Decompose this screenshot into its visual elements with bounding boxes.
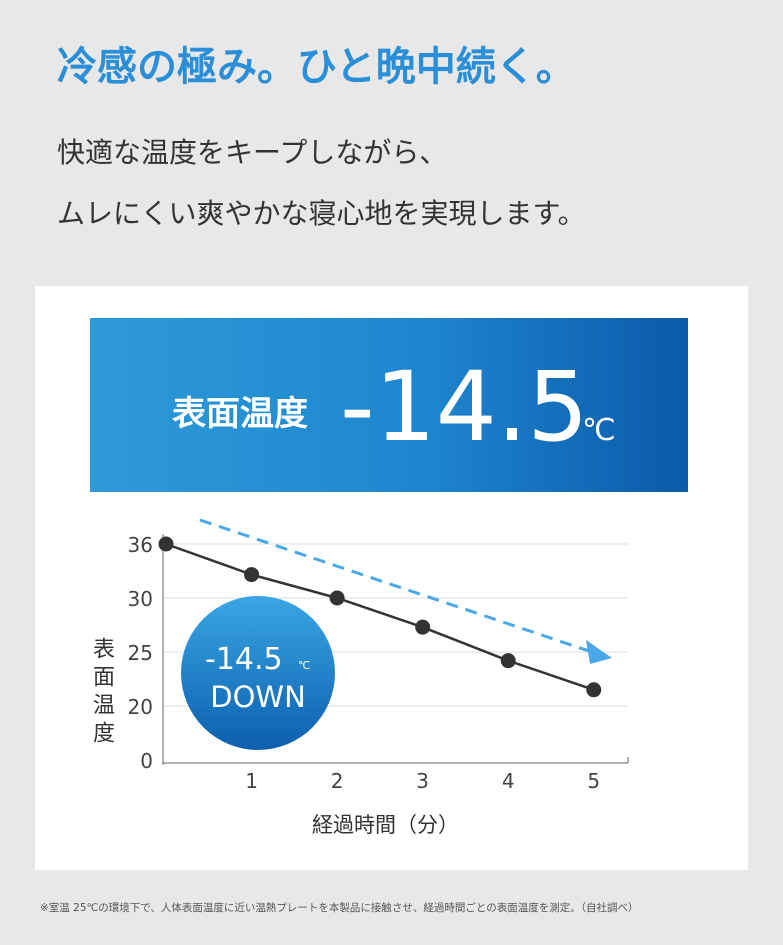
- trend-arrowhead: [586, 640, 612, 664]
- y-axis-label: 表面温度: [89, 637, 115, 749]
- y-tick-label: 25: [128, 641, 153, 665]
- x-axis-label: 経過時間（分）: [312, 813, 459, 837]
- data-line: [165, 542, 595, 691]
- y-tick-label: 20: [128, 695, 153, 719]
- y-tick-label: 0: [140, 749, 153, 773]
- x-tick-label: 3: [416, 769, 429, 793]
- x-tick-label: 5: [587, 769, 600, 793]
- subtitle: ムレにくい爽やかな寝心地を実現します。: [57, 197, 586, 230]
- data-point: [329, 590, 345, 606]
- data-point: [415, 619, 431, 635]
- banner-label: 表面温度: [172, 394, 308, 434]
- x-tick-label: 1: [245, 769, 258, 793]
- subtitle: 快適な温度をキープしながら、: [57, 136, 447, 169]
- badge-unit: ℃: [298, 659, 310, 672]
- data-point: [500, 653, 516, 669]
- data-point: [244, 567, 260, 583]
- badge: [181, 596, 335, 750]
- banner-unit: ℃: [582, 413, 616, 448]
- x-tick-label: 4: [502, 769, 515, 793]
- y-tick-label: 30: [128, 587, 153, 611]
- data-point: [158, 536, 174, 552]
- trend-arrow: [199, 518, 593, 654]
- footnote: ※室温 25℃の環境下で、人体表面温度に近い温熱プレートを本製品に接触させ、経過…: [40, 901, 639, 914]
- badge-text: DOWN: [210, 680, 306, 714]
- headline: 冷感の極み。ひと晩中続く。: [57, 44, 576, 90]
- banner-value: -14.5: [340, 351, 588, 463]
- banner: [90, 318, 688, 492]
- data-point: [586, 682, 602, 698]
- x-tick-label: 2: [331, 769, 344, 793]
- badge-value: -14.5: [205, 642, 283, 677]
- y-tick-label: 36: [128, 533, 153, 557]
